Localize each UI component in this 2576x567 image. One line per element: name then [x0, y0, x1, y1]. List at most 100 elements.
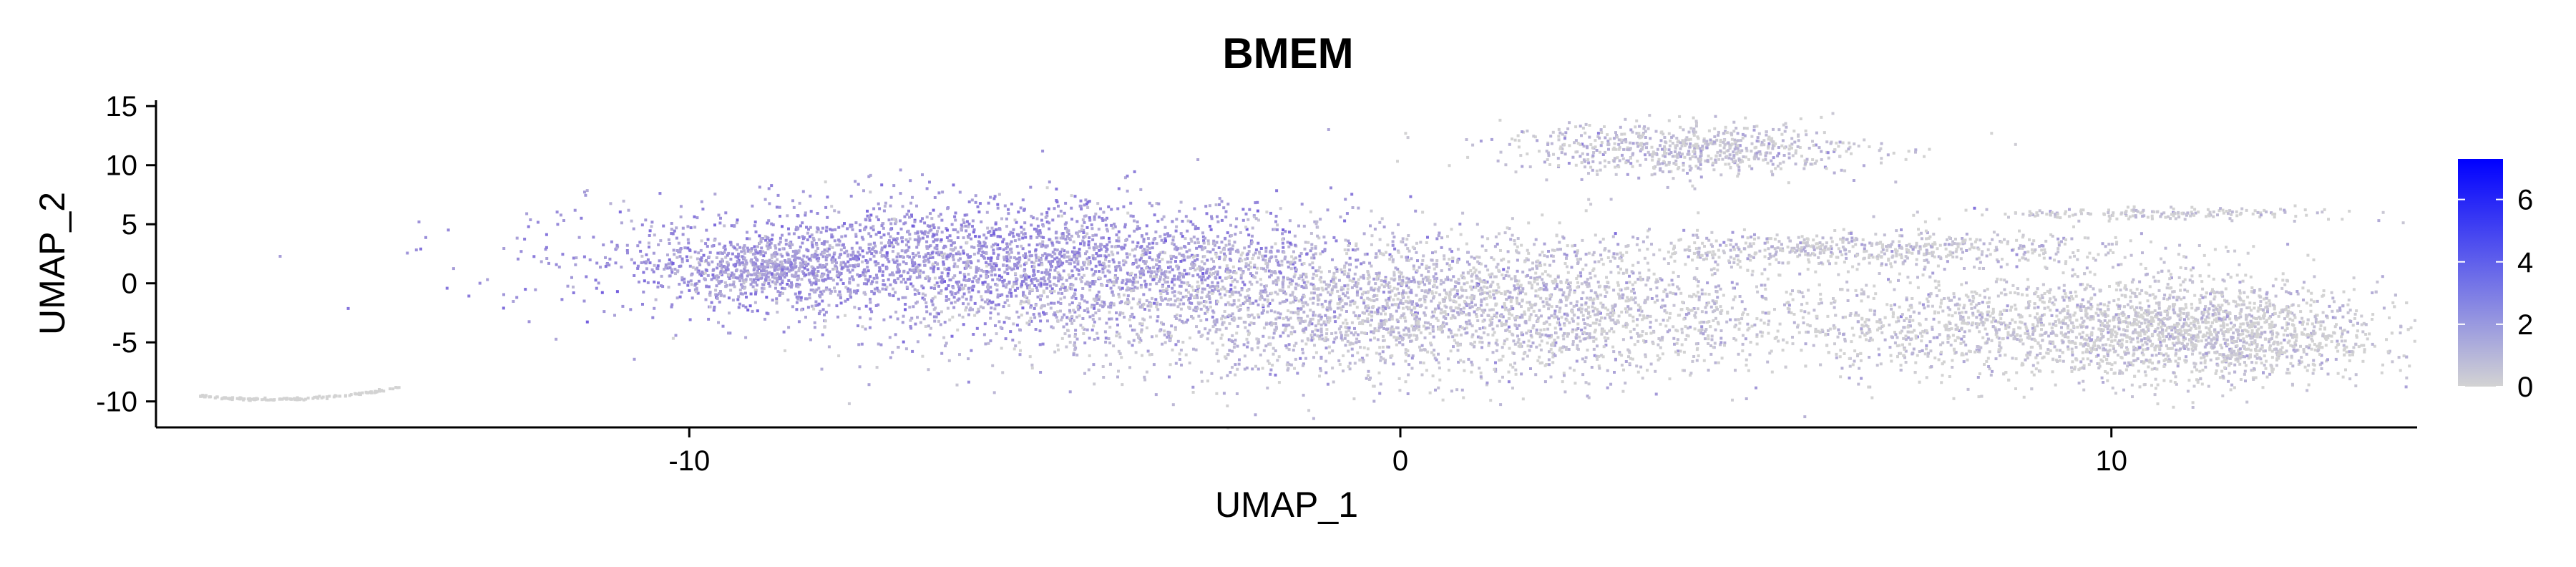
data-point [1372, 289, 1375, 292]
data-point [950, 293, 954, 296]
data-point [1462, 360, 1465, 364]
data-point [1441, 398, 1445, 402]
data-point [753, 224, 756, 228]
data-point [1148, 266, 1151, 270]
data-point [1076, 251, 1080, 254]
data-point [1056, 260, 1060, 263]
data-point [1114, 268, 1118, 272]
data-point [717, 321, 720, 324]
data-point [1237, 309, 1241, 312]
data-point [1073, 293, 1077, 296]
data-point [1315, 220, 1319, 223]
data-point [1067, 233, 1070, 236]
data-point [892, 258, 895, 262]
data-point [1065, 316, 1069, 319]
data-point [892, 184, 896, 188]
data-point [1554, 341, 1558, 344]
data-point [1341, 305, 1345, 309]
data-point [1200, 278, 1204, 281]
data-point [1301, 296, 1304, 299]
data-point [1550, 254, 1553, 258]
data-point [1310, 243, 1314, 246]
data-point [1083, 273, 1085, 277]
data-point [917, 237, 921, 241]
data-point [1356, 258, 1360, 262]
data-point [1415, 304, 1419, 307]
data-point [414, 248, 418, 252]
data-point [1579, 311, 1583, 314]
data-point [1628, 274, 1631, 278]
data-point [1091, 234, 1095, 238]
data-point [1320, 303, 1324, 306]
data-point [1257, 346, 1259, 349]
data-point [1118, 352, 1122, 356]
data-point [967, 290, 971, 294]
data-point [985, 274, 988, 278]
data-point [977, 248, 981, 251]
data-point [1444, 296, 1448, 299]
data-point [879, 241, 883, 245]
data-point [823, 248, 826, 252]
data-point [1740, 317, 1744, 321]
data-point [864, 278, 867, 281]
data-point [1080, 207, 1083, 210]
data-point [1152, 277, 1156, 281]
data-point [895, 237, 899, 241]
data-point [1239, 316, 1243, 320]
data-point [1158, 329, 1162, 333]
data-point [1535, 264, 1538, 268]
data-point [1025, 284, 1029, 288]
data-point [1043, 283, 1046, 286]
data-point [949, 278, 952, 281]
data-point [906, 271, 909, 275]
data-point [1187, 291, 1190, 294]
data-point [1055, 284, 1058, 287]
data-point [1091, 227, 1094, 231]
data-point [1539, 329, 1543, 331]
data-point [572, 291, 575, 294]
data-point [1075, 337, 1079, 341]
data-point [992, 233, 996, 237]
data-point [1668, 329, 1672, 332]
data-point [1205, 212, 1209, 215]
data-point [1046, 319, 1049, 323]
data-point [910, 269, 914, 272]
data-point [1192, 309, 1196, 312]
data-point [1280, 263, 1284, 267]
data-point [1319, 355, 1323, 359]
data-point [1045, 272, 1048, 276]
data-point [1255, 337, 1259, 341]
data-point [902, 222, 906, 226]
data-point [1040, 258, 1043, 261]
data-point [1616, 281, 1619, 284]
data-point [962, 302, 965, 306]
data-point [1362, 232, 1366, 236]
data-point [1518, 289, 1521, 292]
data-point [1344, 344, 1347, 347]
data-point [849, 258, 852, 261]
data-point [1131, 215, 1135, 218]
data-point [1672, 291, 1675, 295]
data-point [1378, 392, 1382, 395]
data-point [1053, 283, 1056, 286]
data-point [1138, 258, 1142, 262]
data-point [892, 217, 896, 220]
data-point [640, 223, 644, 227]
data-point [1387, 281, 1391, 284]
data-point [965, 278, 968, 282]
data-point [1370, 330, 1373, 334]
data-point [1386, 327, 1389, 331]
data-point [994, 262, 997, 266]
data-point [1061, 232, 1065, 235]
data-point [1048, 268, 1052, 272]
data-point [878, 268, 882, 271]
data-point [1123, 243, 1127, 247]
data-point [1312, 284, 1315, 286]
data-point [889, 235, 892, 238]
data-point [1277, 381, 1281, 384]
data-point [1037, 234, 1040, 238]
data-point [1347, 296, 1350, 299]
data-point [1466, 260, 1469, 263]
data-point [1332, 340, 1336, 344]
